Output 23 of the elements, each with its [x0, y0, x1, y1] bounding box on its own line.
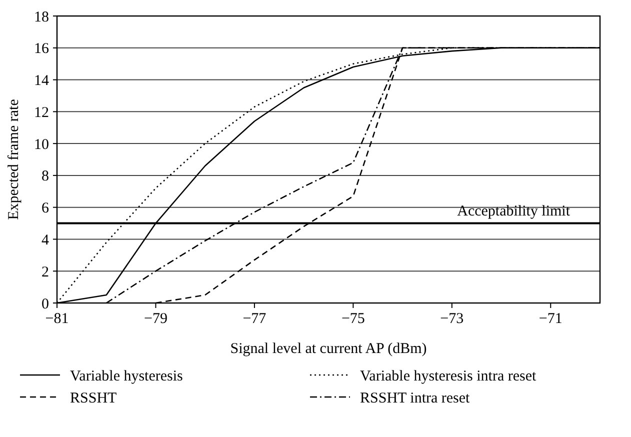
legend-label: Variable hysteresis intra reset: [360, 368, 538, 384]
x-tick-label: −79: [144, 311, 168, 327]
x-axis-title: Signal level at current AP (dBm): [230, 341, 427, 357]
legend-label: RSSHT intra reset: [360, 390, 471, 406]
y-tick-label: 2: [42, 264, 49, 280]
y-tick-label: 14: [34, 73, 50, 90]
y-tick-label: 16: [34, 41, 50, 58]
x-tick-label: −77: [242, 311, 267, 327]
y-tick-label: 6: [42, 200, 50, 217]
y-tick-label: 0: [42, 296, 49, 312]
x-tick-label: −73: [440, 311, 464, 327]
legend-label: Variable hysteresis: [70, 368, 184, 384]
legend-label: RSSHT: [70, 390, 117, 406]
y-tick-label: 4: [42, 232, 50, 248]
y-tick-label: 18: [34, 9, 49, 26]
x-tick-label: −71: [538, 311, 562, 327]
y-tick-label: 12: [34, 104, 49, 121]
y-axis-title: Expected frame rate: [6, 98, 22, 220]
ref-line-label: Acceptability limit: [457, 203, 571, 220]
x-tick-label: −75: [341, 311, 365, 327]
x-tick-label: −81: [45, 311, 69, 327]
y-tick-label: 8: [42, 168, 49, 185]
y-tick-label: 10: [34, 136, 49, 153]
